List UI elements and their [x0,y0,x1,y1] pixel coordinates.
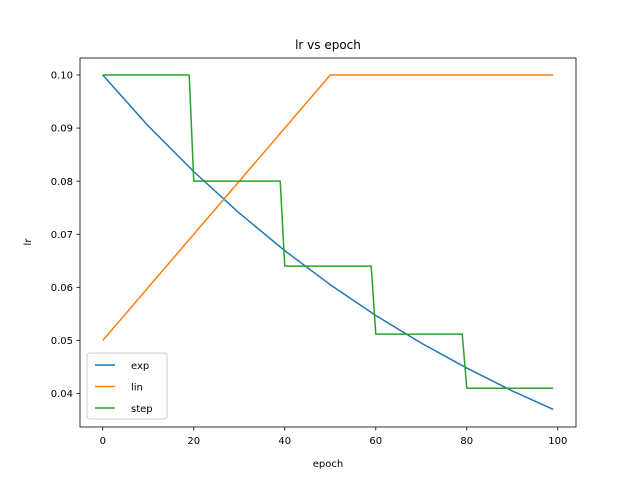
x-tick-label: 0 [100,436,106,447]
x-tick-label: 60 [369,436,382,447]
x-tick-label: 100 [548,436,567,447]
legend-label-lin: lin [131,383,143,394]
y-tick-label: 0.09 [51,124,73,135]
series-line-step [102,74,554,389]
legend-box [86,352,168,420]
x-tick-label: 40 [278,436,291,447]
y-tick-label: 0.07 [51,230,73,241]
y-tick-label: 0.05 [51,336,73,347]
x-axis: 0 20 40 60 80 100 [100,427,567,447]
x-axis-label: epoch [313,459,343,470]
series-line-lin [102,74,554,341]
y-tick-label: 0.04 [51,389,73,400]
legend-label-step: step [131,404,153,415]
legend: exp lin step [86,352,168,420]
x-tick-label: 20 [187,436,200,447]
y-tick-label: 0.10 [51,71,73,82]
legend-label-exp: exp [131,361,149,372]
y-tick-label: 0.06 [51,283,73,294]
series-line-exp [102,74,554,411]
series-layer [102,74,554,411]
y-axis-label: lr [23,238,34,246]
chart-title: lr vs epoch [295,38,361,52]
y-tick-label: 0.08 [51,177,73,188]
y-axis: 0.04 0.05 0.06 0.07 0.08 0.09 0.10 [51,71,80,400]
x-tick-label: 80 [460,436,473,447]
